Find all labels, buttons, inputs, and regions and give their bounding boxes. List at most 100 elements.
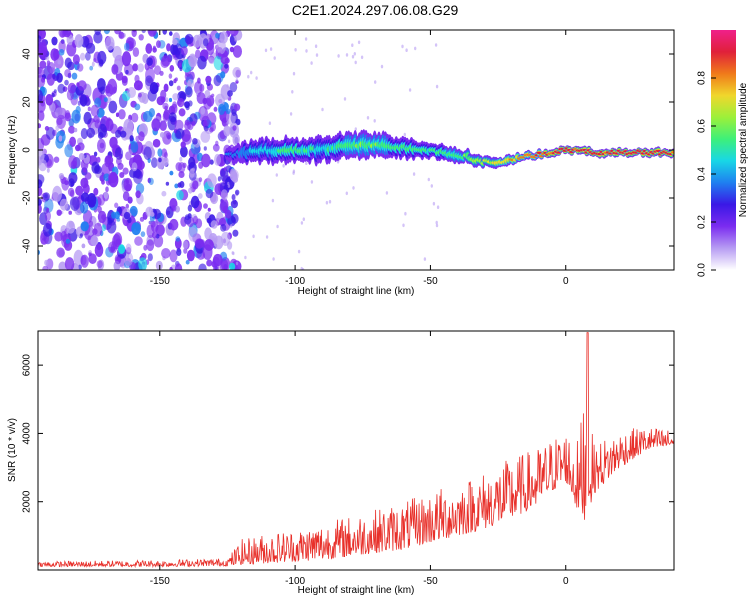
heatmap-noise-cell [100, 86, 106, 95]
heatmap-noise-cell [220, 55, 229, 65]
heatmap-noise-cell [54, 231, 63, 242]
heatmap-speck [235, 261, 239, 266]
heatmap-noise-cell [223, 166, 227, 172]
heatmap-noise-cell [145, 43, 153, 54]
heatmap-noise-cell [114, 147, 124, 160]
heatmap-noise-cell [181, 46, 188, 56]
heatmap-noise-cell [92, 228, 98, 235]
heatmap-y-ticks: -40 -20 0 20 40 [22, 48, 674, 253]
heatmap-speck [226, 84, 229, 88]
heatmap-noise-cell [152, 138, 161, 148]
heatmap-noise-cell [131, 112, 139, 123]
heatmap-noise-cell [69, 196, 80, 211]
heatmap-speck [264, 48, 268, 53]
heatmap-noise-cell [103, 191, 109, 199]
heatmap-noise-cell [182, 162, 187, 168]
heatmap-noise-cell [147, 253, 153, 262]
heatmap-y-label: Frequency (Hz) [7, 116, 18, 185]
heatmap-noise-cell [130, 141, 139, 153]
heatmap-noise-cell [170, 205, 177, 212]
heatmap-speck [304, 37, 308, 41]
heatmap-noise-cell [53, 89, 57, 94]
colorbar-bar [711, 30, 736, 270]
heatmap-noise-cell [38, 148, 45, 164]
heatmap-noise-cell [148, 207, 153, 213]
snr-y-ticks: 2000 4000 6000 [22, 354, 674, 513]
heatmap-noise-cell [146, 239, 155, 252]
heatmap-speck [353, 52, 356, 56]
heatmap-noise-cell [82, 210, 93, 224]
y-tick-label: 2000 [22, 490, 33, 513]
heatmap-noise-cell [51, 36, 58, 46]
heatmap-noise-cell [72, 54, 80, 65]
heatmap-noise-cell [200, 130, 211, 143]
heatmap-noise-cell [138, 131, 145, 142]
snr-x-ticks: -150 -100 -50 0 [150, 331, 569, 587]
heatmap-noise-cell [83, 169, 87, 173]
heatmap-noise-cell [230, 199, 238, 209]
heatmap-noise-cell [159, 120, 167, 131]
heatmap-speck [276, 224, 279, 229]
heatmap-noise-cell [151, 157, 158, 169]
heatmap-noise-cell [187, 80, 192, 88]
heatmap-noise-cell [77, 100, 81, 106]
heatmap-noise-cell [143, 146, 152, 160]
heatmap-noise-cell [64, 69, 71, 78]
snr-plot-area [38, 332, 674, 569]
heatmap-noise-cell [135, 190, 141, 199]
heatmap-noise-cell [169, 218, 179, 231]
heatmap-noise-cell [125, 203, 129, 209]
heatmap-noise-cell [176, 190, 184, 201]
heatmap-noise-cell [134, 103, 141, 111]
snr-x-label: Height of straight line (km) [298, 585, 415, 596]
heatmap-noise-cell [219, 201, 229, 213]
heatmap-noise-cell [137, 92, 142, 98]
heatmap-noise-cell [215, 93, 225, 107]
heatmap-noise-cell [103, 30, 110, 35]
heatmap-speck [268, 121, 272, 125]
heatmap-speck [435, 84, 439, 89]
heatmap-noise-cell [78, 264, 82, 270]
heatmap-noise-cell [121, 77, 128, 86]
heatmap-noise-cell [99, 142, 105, 149]
heatmap-speck [434, 43, 438, 47]
heatmap-noise-cell [182, 240, 189, 250]
heatmap-noise-cell [93, 187, 99, 196]
heatmap-noise-cell [175, 236, 181, 242]
heatmap-noise-cell [205, 188, 214, 199]
heatmap-noise-cell [179, 156, 183, 162]
heatmap-speck [297, 249, 301, 254]
heatmap-noise-cell [71, 109, 81, 124]
heatmap-noise-cell [163, 83, 169, 93]
heatmap-noise-cell [208, 57, 215, 65]
heatmap-noise-cell [77, 80, 87, 91]
colorbar-ticks: 0.0 0.2 0.4 0.6 0.8 [697, 71, 716, 277]
heatmap-noise-cell [52, 73, 56, 80]
y-tick-label: 40 [22, 48, 33, 60]
heatmap-noise-cell [220, 189, 228, 201]
heatmap-noise-cell [109, 136, 118, 149]
heatmap-noise-cell [58, 49, 65, 56]
heatmap-noise-cell [147, 30, 157, 37]
snr-frame [37, 330, 675, 571]
heatmap-noise-cell [119, 172, 125, 178]
heatmap-noise-cell [203, 125, 209, 132]
heatmap-noise-cell [176, 85, 181, 91]
heatmap-noise-cell [214, 235, 224, 250]
heatmap-noise-cell [101, 179, 105, 185]
heatmap-noise-cell [80, 254, 89, 268]
heatmap-noise-cell [67, 82, 77, 94]
heatmap-speck [405, 48, 408, 52]
heatmap-noise-cell [39, 60, 47, 69]
heatmap-noise-cell [223, 125, 231, 137]
heatmap-noise-cell [175, 128, 185, 139]
heatmap-noise-cell [224, 209, 232, 219]
heatmap-noise-cell [187, 204, 193, 212]
heatmap-noise-cell [215, 140, 219, 147]
heatmap-speck [380, 64, 384, 69]
heatmap-speck [310, 61, 313, 65]
heatmap-noise-cell [212, 263, 220, 270]
heatmap-noise-cell [235, 118, 241, 126]
heatmap-noise-cell [64, 144, 74, 158]
heatmap-speck [385, 191, 389, 195]
